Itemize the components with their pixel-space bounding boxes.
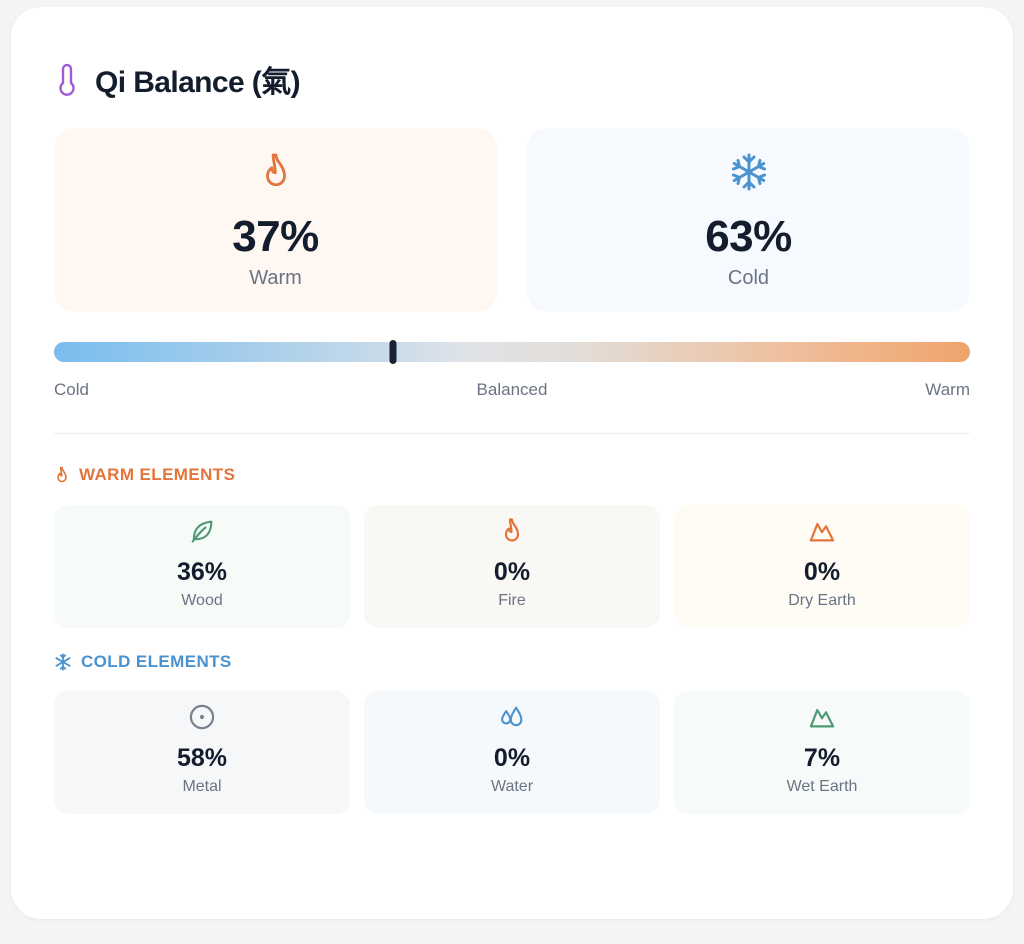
flame-icon xyxy=(57,466,67,482)
droplets-icon xyxy=(501,706,523,727)
cold-elements-heading: COLD ELEMENTS xyxy=(54,652,232,672)
element-percent: 0% xyxy=(803,558,841,586)
leaf-icon xyxy=(191,520,213,543)
cold-summary-card: 63% Cold xyxy=(527,128,970,312)
qi-balance-card: Qi Balance (氣) 37% Warm xyxy=(11,7,1013,919)
warm-label: Warm xyxy=(249,267,302,289)
element-card-metal: 58% Metal xyxy=(54,691,350,814)
snowflake-icon xyxy=(55,653,71,671)
element-card-dry-earth: 0% Dry Earth xyxy=(674,505,970,628)
thermometer-icon xyxy=(57,62,77,96)
mountain-icon xyxy=(809,708,835,728)
scale-labels: Cold Balanced Warm xyxy=(54,380,970,404)
element-card-wood: 36% Wood xyxy=(54,505,350,628)
warm-elements-title: WARM ELEMENTS xyxy=(79,465,236,484)
element-card-wet-earth: 7% Wet Earth xyxy=(674,691,970,814)
element-percent: 58% xyxy=(176,744,228,772)
mountain-icon xyxy=(809,522,835,542)
balance-marker xyxy=(389,340,397,364)
scale-right-label: Warm xyxy=(925,380,970,399)
flame-icon xyxy=(504,518,520,542)
element-card-water: 0% Water xyxy=(364,691,660,814)
element-card-fire: 0% Fire xyxy=(364,505,660,628)
element-label: Wood xyxy=(181,592,223,609)
warm-percent: 37% xyxy=(232,212,319,261)
element-label: Water xyxy=(490,778,534,795)
section-divider xyxy=(54,433,970,434)
element-label: Wet Earth xyxy=(786,778,858,795)
scale-left-label: Cold xyxy=(54,380,89,399)
warm-cold-scale-bar xyxy=(54,340,970,364)
warm-elements-heading: WARM ELEMENTS xyxy=(54,465,235,485)
scale-center-label: Balanced xyxy=(476,380,548,399)
page-title: Qi Balance (氣) xyxy=(95,66,301,99)
circle-dot-icon xyxy=(189,704,215,730)
cold-elements-title: COLD ELEMENTS xyxy=(81,652,232,671)
snowflake-icon xyxy=(731,153,766,191)
element-percent: 0% xyxy=(493,744,531,772)
warm-summary-card: 37% Warm xyxy=(54,128,497,312)
flame-icon xyxy=(265,153,286,187)
card-header: Qi Balance (氣) xyxy=(57,57,301,101)
element-percent: 0% xyxy=(493,558,531,586)
element-label: Fire xyxy=(498,592,526,609)
element-percent: 7% xyxy=(803,744,841,772)
element-label: Dry Earth xyxy=(788,592,856,609)
element-label: Metal xyxy=(182,778,222,795)
element-percent: 36% xyxy=(176,558,228,586)
cold-percent: 63% xyxy=(705,212,792,261)
cold-label: Cold xyxy=(727,267,770,289)
